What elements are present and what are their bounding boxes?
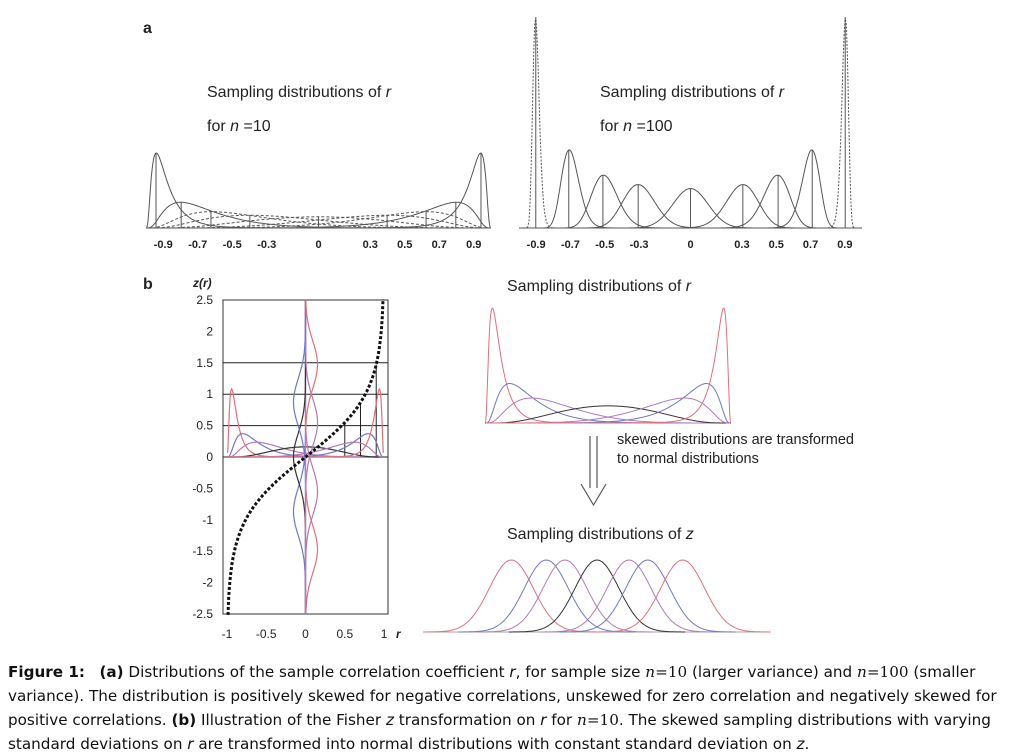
fisher-z-curve — [226, 299, 385, 615]
tick-label: 0.3 — [734, 239, 749, 251]
tick-label: -0.3 — [630, 239, 649, 251]
caption-text: (smaller variance). The distribution is … — [8, 663, 997, 729]
z-distribution-curve — [423, 559, 600, 633]
distribution-curve — [146, 216, 491, 229]
caption-eq: =10 — [586, 711, 619, 729]
panel-b-z-distributions — [423, 559, 771, 633]
panel-b-bottom-title: Sampling distributions of z — [507, 526, 694, 543]
tick-label: -0.9 — [154, 239, 173, 251]
tick-label: 0.7 — [803, 239, 818, 251]
caption-var-r: r — [509, 663, 516, 681]
panel-a-left-curves — [146, 152, 491, 229]
tick-label: 0 — [315, 239, 321, 251]
tick-label: -0.7 — [561, 239, 580, 251]
x-tick-label: -1 — [222, 627, 233, 641]
tick-label: 0.9 — [466, 239, 481, 251]
z-distribution-curve — [508, 559, 686, 633]
y-tick-label: -1 — [202, 513, 213, 527]
panel-a-right-ticks: -0.9 -0.7 -0.5 -0.3 0 0.3 0.5 0.7 0.9 — [527, 239, 853, 251]
caption-text: transformation on — [393, 711, 541, 729]
y-tick-label: 2.5 — [196, 293, 213, 307]
panel-a-right-curves — [519, 17, 862, 229]
panel-a-left-subtitle: for n =10 — [207, 118, 271, 135]
tick-label: 0.3 — [363, 239, 378, 251]
caption-text: . — [804, 735, 810, 753]
z-distribution-curve — [559, 559, 736, 633]
caption-text: for — [546, 711, 578, 729]
y-tick-label: -1.5 — [192, 544, 213, 558]
figure-caption: Figure 1: (a) Distributions of the sampl… — [8, 660, 1008, 756]
panel-b-label: b — [143, 276, 153, 293]
caption-var-n: n — [857, 663, 867, 681]
panel-b-yticks: 2.5 2 1.5 1 0.5 0 -0.5 -1 -1.5 -2 -2.5 — [192, 293, 213, 621]
y-tick-label: 1 — [206, 387, 213, 401]
x-tick-label: -0.5 — [256, 627, 277, 641]
caption-var-r: r — [187, 735, 194, 753]
caption-eq: =100 — [866, 663, 909, 681]
caption-text: , for sample size — [515, 663, 646, 681]
caption-var-n: n — [645, 663, 656, 681]
x-tick-label: 0.5 — [336, 627, 353, 641]
tick-label: 0.5 — [769, 239, 784, 251]
x-tick-label: 0 — [302, 627, 309, 641]
tick-label: -0.3 — [257, 239, 276, 251]
y-tick-label: 0.5 — [196, 419, 213, 433]
panel-a-label: a — [143, 20, 152, 37]
y-tick-label: -0.5 — [192, 481, 213, 495]
r-distribution-curve — [485, 405, 731, 424]
y-tick-label: 0 — [206, 450, 213, 464]
caption-var-n: n — [577, 711, 587, 729]
panel-a-left-title: Sampling distributions of r — [207, 84, 392, 101]
y-tick-label: 2 — [206, 324, 213, 338]
z-distribution-curve — [458, 559, 635, 633]
y-tick-label: -2.5 — [192, 607, 213, 621]
panel-a-left-ticks: -0.9 -0.7 -0.5 -0.3 0 0.3 0.5 0.7 0.9 — [154, 239, 482, 251]
caption-text: Illustration of the Fisher — [196, 711, 386, 729]
y-tick-label: -2 — [202, 576, 213, 590]
distribution-curve — [519, 17, 862, 229]
x-tick-label: 1 — [381, 627, 388, 641]
r-distribution-curve — [485, 397, 731, 424]
panel-b-xlabel: r — [396, 627, 402, 641]
r-distribution-curve — [485, 307, 731, 424]
tick-label: 0 — [687, 239, 693, 251]
panel-a-right-title: Sampling distributions of r — [600, 84, 785, 101]
caption-text: . The skewed sampling distributions with… — [8, 711, 991, 753]
caption-var-r: r — [540, 711, 547, 729]
tick-label: 0.7 — [432, 239, 447, 251]
tick-label: -0.7 — [188, 239, 207, 251]
r-distribution-curve — [485, 397, 731, 424]
transform-arrow — [580, 436, 607, 507]
tick-label: -0.9 — [527, 239, 546, 251]
caption-a-marker: (a) — [99, 663, 124, 681]
tick-label: 0.9 — [837, 239, 852, 251]
caption-eq: =10 — [655, 663, 688, 681]
caption-text: (larger variance) and — [687, 663, 858, 681]
z-distribution-curve — [540, 559, 718, 633]
caption-label: Figure 1: — [8, 663, 85, 681]
tick-label: 0.5 — [397, 239, 412, 251]
y-tick-label: 1.5 — [196, 356, 213, 370]
panel-a-right-subtitle: for n =100 — [600, 118, 673, 135]
panel-b-r-distributions — [485, 307, 731, 424]
caption-text: Distributions of the sample correlation … — [123, 663, 510, 681]
tick-label: -0.5 — [595, 239, 614, 251]
caption-b-marker: (b) — [171, 711, 197, 729]
panel-b-top-title: Sampling distributions of r — [507, 278, 692, 295]
z-distribution-curve — [594, 559, 771, 633]
arrow-text-line1: skewed distributions are transformed — [617, 432, 854, 448]
distribution-curve — [146, 152, 491, 229]
panel-b-ylabel: z(r) — [192, 276, 212, 290]
caption-var-z: z — [385, 711, 394, 729]
caption-text: are transformed into normal distribution… — [193, 735, 797, 753]
caption-var-z: z — [796, 735, 805, 753]
panel-b-xticks: -1 -0.5 0 0.5 1 — [222, 627, 388, 641]
tick-label: -0.5 — [223, 239, 242, 251]
arrow-text-line2: to normal distributions — [617, 451, 759, 467]
panel-b-plot-curves — [223, 299, 388, 615]
